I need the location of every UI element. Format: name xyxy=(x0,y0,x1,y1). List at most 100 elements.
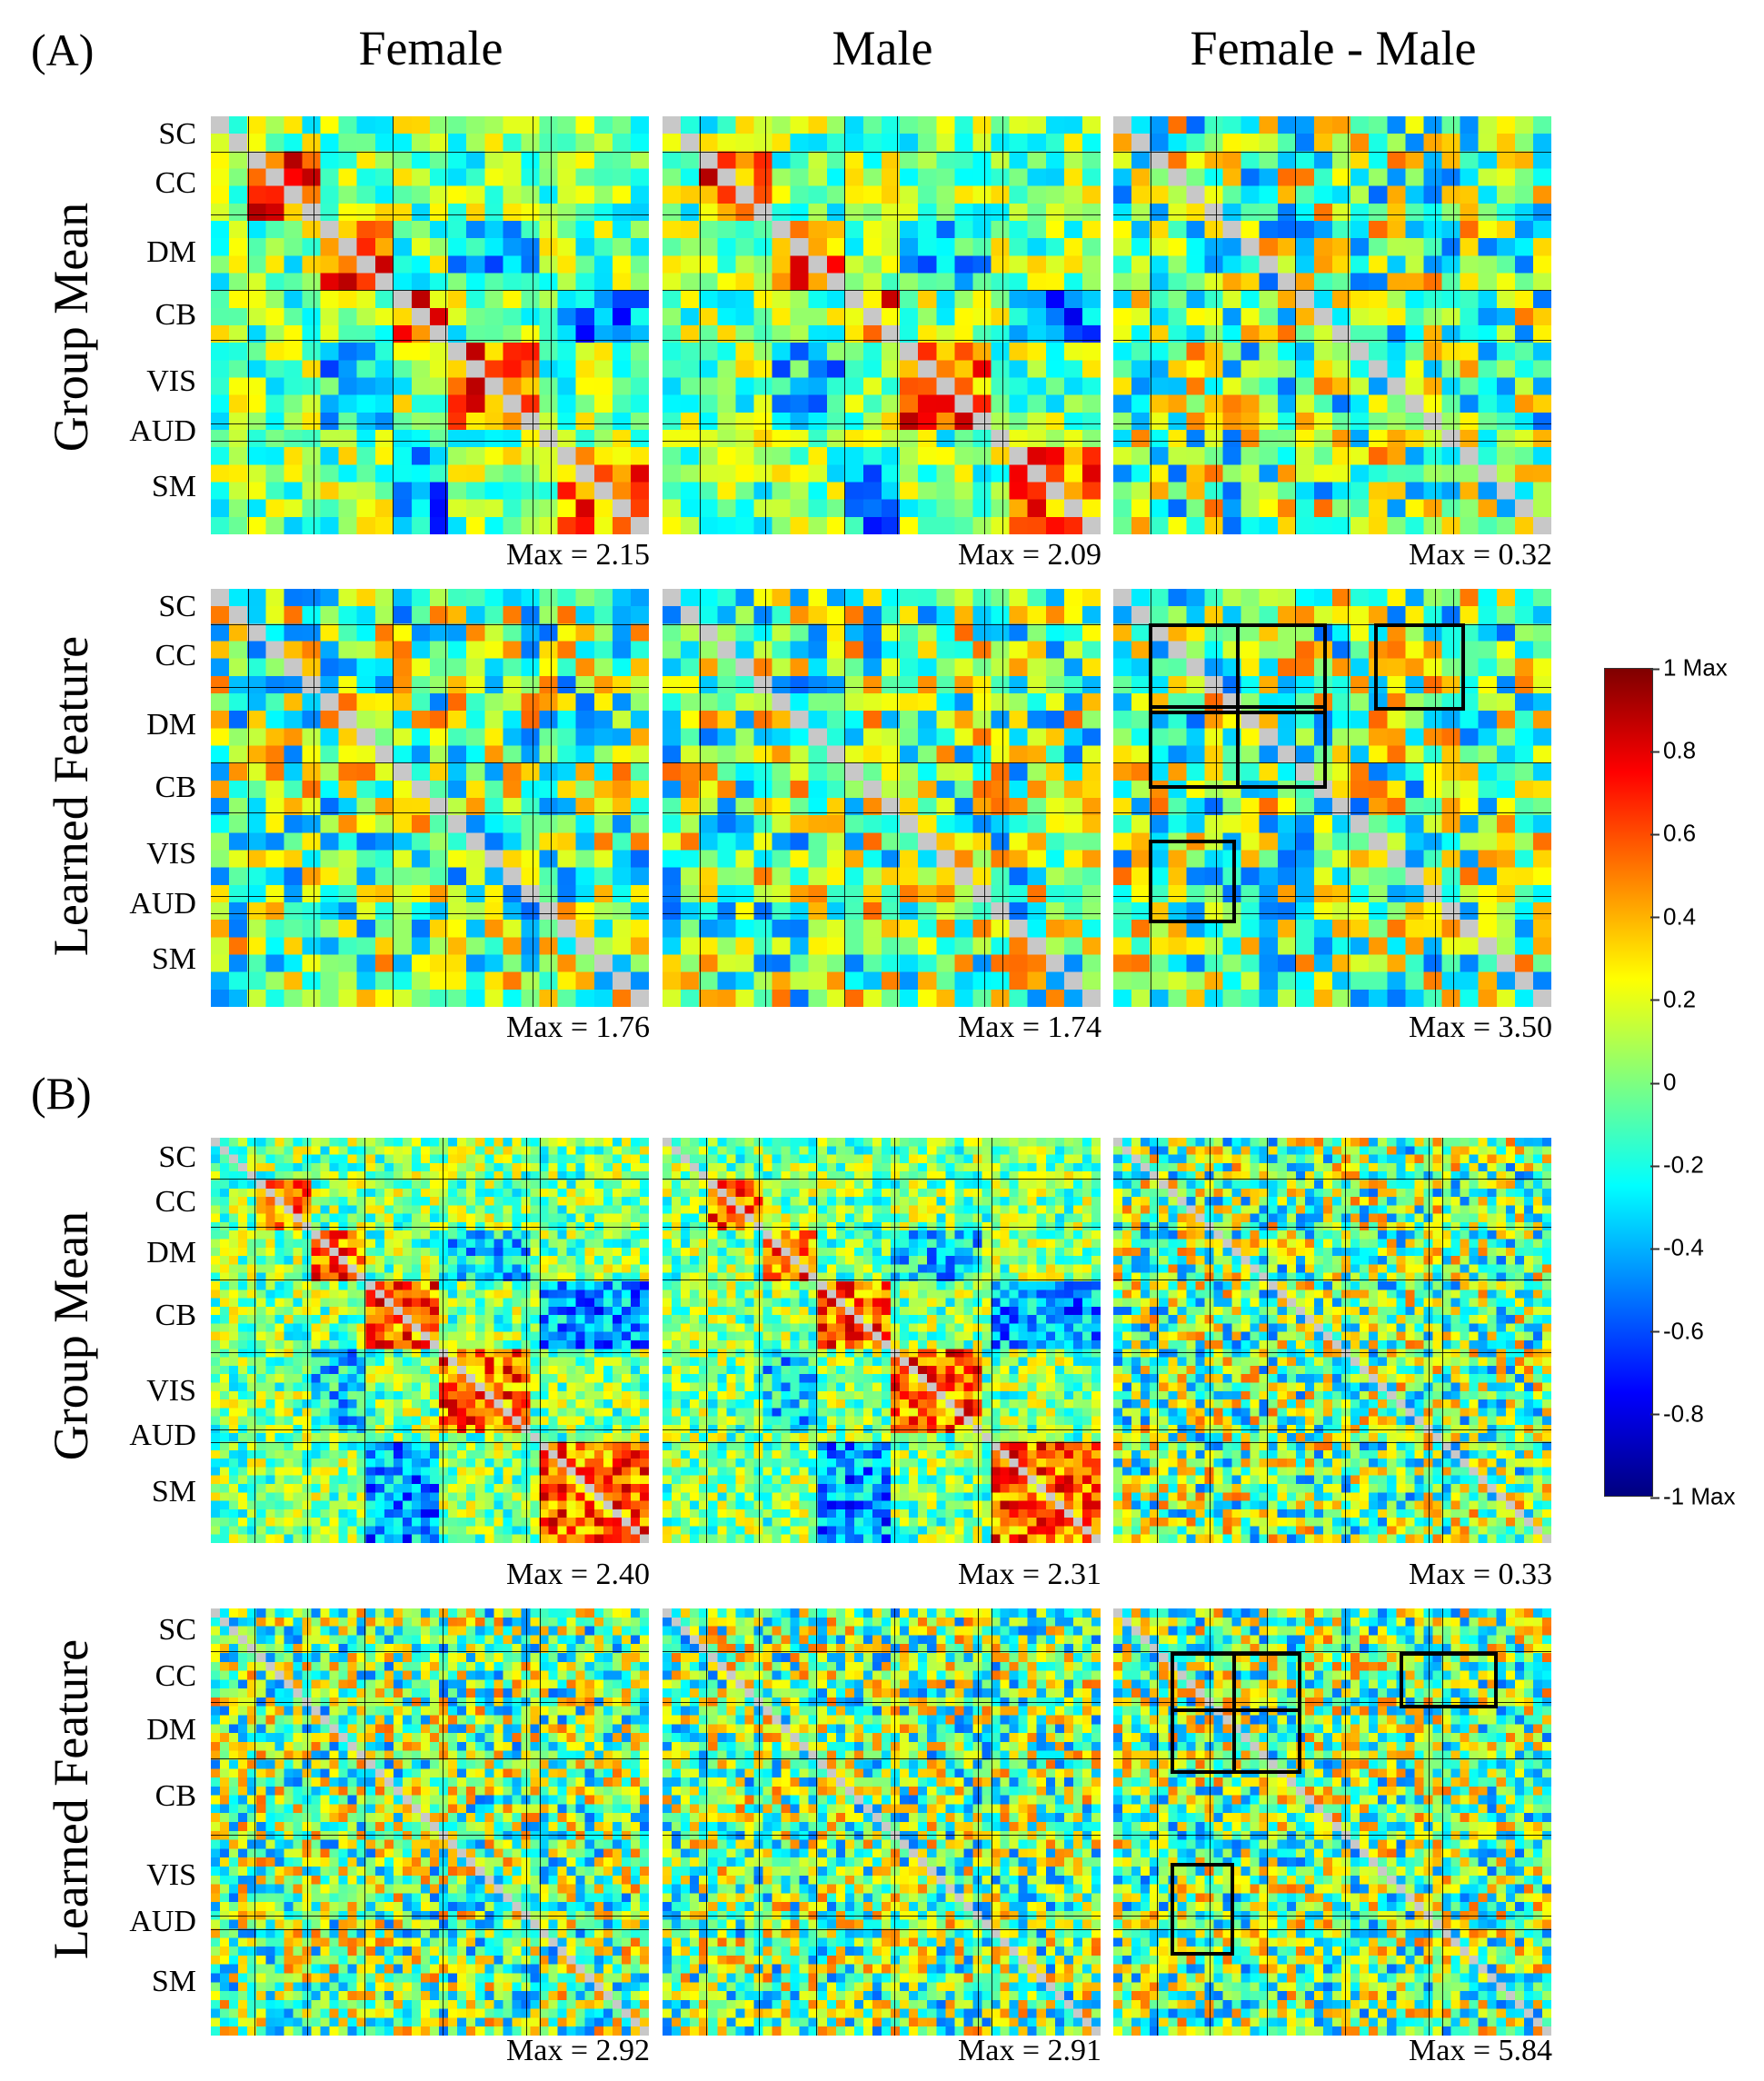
highlight-box xyxy=(1171,1652,1236,1712)
module-boundary-line xyxy=(1429,1608,1430,2036)
network-label-cc: CC xyxy=(154,1185,196,1220)
module-boundary-line xyxy=(844,116,846,534)
network-label-sm: SM xyxy=(151,1475,196,1509)
colorbar-tick-label: -0.2 xyxy=(1650,1150,1704,1179)
highlight-box xyxy=(1400,1652,1498,1708)
network-label-aud: AUD xyxy=(129,887,196,921)
module-boundary-line xyxy=(699,589,701,1007)
module-boundary-line xyxy=(539,1608,541,2036)
column-title-male: Male xyxy=(832,21,933,75)
colorbar-tick-label: 0.4 xyxy=(1649,902,1697,931)
max-label-a-lf-diff: Max = 3.50 xyxy=(1409,1011,1552,1044)
max-label-a-lf-female: Max = 1.76 xyxy=(506,1011,650,1044)
module-boundary-line xyxy=(1345,1608,1347,2036)
max-label-b-gm-male: Max = 2.31 xyxy=(958,1558,1101,1591)
module-boundary-line xyxy=(211,340,649,342)
module-boundary-line xyxy=(663,1651,1101,1652)
module-boundary-line xyxy=(211,1352,649,1354)
module-boundary-line xyxy=(1113,1835,1551,1837)
network-label-sc: SC xyxy=(158,1140,196,1175)
module-boundary-line xyxy=(211,762,649,763)
colorbar-tick-label: -1 Max xyxy=(1649,1482,1736,1510)
max-label-a-lf-male: Max = 1.74 xyxy=(958,1011,1101,1044)
module-boundary-line xyxy=(759,1138,761,1543)
module-boundary-line xyxy=(663,1441,1101,1443)
module-boundary-line xyxy=(211,1227,649,1229)
module-boundary-line xyxy=(978,1138,980,1543)
module-boundary-line xyxy=(1216,589,1218,1007)
module-boundary-line xyxy=(444,116,446,534)
module-boundary-line xyxy=(1345,1138,1347,1543)
module-boundary-line xyxy=(393,116,394,534)
module-boundary-line xyxy=(1113,1352,1551,1354)
network-label-aud: AUD xyxy=(129,1418,196,1452)
module-boundary-line xyxy=(1113,1429,1551,1431)
max-label-a-gm-male: Max = 2.09 xyxy=(958,538,1101,572)
module-boundary-line xyxy=(1113,762,1551,763)
highlight-box xyxy=(1232,1708,1301,1774)
highlight-box xyxy=(1171,1863,1234,1956)
module-boundary-line xyxy=(1113,912,1551,914)
module-boundary-line xyxy=(1435,116,1437,534)
network-label-cc: CC xyxy=(154,165,196,200)
module-boundary-line xyxy=(663,1227,1101,1229)
network-label-aud: AUD xyxy=(129,1905,196,1939)
connectivity-matrix xyxy=(211,1608,649,2036)
module-boundary-line xyxy=(444,589,446,1007)
module-boundary-line xyxy=(894,1138,896,1543)
network-label-cc: CC xyxy=(154,638,196,672)
network-label-cb: CB xyxy=(154,1778,196,1813)
module-boundary-line xyxy=(1210,1138,1211,1543)
module-boundary-line xyxy=(254,1138,256,1543)
module-boundary-line xyxy=(539,1138,541,1543)
module-boundary-line xyxy=(663,152,1101,154)
max-label-b-gm-diff: Max = 0.33 xyxy=(1409,1558,1552,1591)
module-boundary-line xyxy=(663,1702,1101,1704)
module-boundary-line xyxy=(706,1608,708,2036)
module-boundary-line xyxy=(211,1651,649,1652)
connectivity-matrix xyxy=(663,1608,1101,2036)
module-boundary-line xyxy=(254,1608,256,2036)
colorbar-tick-label: -0.6 xyxy=(1650,1317,1704,1345)
network-label-dm: DM xyxy=(146,1712,196,1747)
module-boundary-line xyxy=(1210,1608,1211,2036)
module-boundary-line xyxy=(844,589,846,1007)
module-boundary-line xyxy=(699,116,701,534)
module-boundary-line xyxy=(1113,214,1551,216)
colorbar xyxy=(1604,668,1653,1497)
module-boundary-line xyxy=(211,687,649,689)
connectivity-matrix xyxy=(211,1138,649,1543)
module-boundary-line xyxy=(663,1928,1101,1930)
module-boundary-line xyxy=(211,1757,649,1759)
module-boundary-line xyxy=(1113,1279,1551,1281)
max-label-a-gm-female: Max = 2.15 xyxy=(506,538,650,572)
max-label-b-gm-female: Max = 2.40 xyxy=(506,1558,650,1591)
module-boundary-line xyxy=(393,589,394,1007)
module-boundary-line xyxy=(211,423,649,425)
module-boundary-line xyxy=(765,116,767,534)
module-boundary-line xyxy=(211,1279,649,1281)
module-boundary-line xyxy=(364,1608,365,2036)
column-title-difference: Female - Male xyxy=(1190,21,1477,75)
module-boundary-line xyxy=(1157,1608,1159,2036)
module-boundary-line xyxy=(759,1608,761,2036)
highlight-box xyxy=(1236,705,1327,789)
module-boundary-line xyxy=(550,116,552,534)
colorbar-tick-label: 0.2 xyxy=(1649,985,1697,1013)
module-boundary-line xyxy=(1113,1178,1551,1180)
panel-b-label: (B) xyxy=(31,1068,92,1119)
module-boundary-line xyxy=(211,812,649,814)
max-label-b-lf-male: Max = 2.91 xyxy=(958,2034,1101,2067)
module-boundary-line xyxy=(211,624,649,626)
module-boundary-line xyxy=(211,1928,649,1930)
max-label-b-lf-female: Max = 2.92 xyxy=(506,2034,650,2067)
module-boundary-line xyxy=(765,589,767,1007)
module-boundary-line xyxy=(1429,1138,1430,1543)
module-boundary-line xyxy=(1113,423,1551,425)
network-label-vis: VIS xyxy=(146,1373,196,1408)
module-boundary-line xyxy=(1113,1651,1551,1652)
module-boundary-line xyxy=(1113,1757,1551,1759)
network-label-vis: VIS xyxy=(146,1857,196,1892)
network-label-sm: SM xyxy=(151,1965,196,1999)
colorbar-tick-label: 0.6 xyxy=(1649,819,1697,847)
